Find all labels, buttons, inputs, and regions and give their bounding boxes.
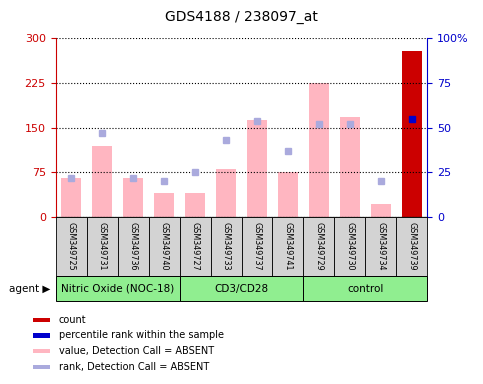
Bar: [247, 120, 267, 217]
Bar: [61, 178, 81, 217]
Bar: [334, 217, 366, 276]
Text: count: count: [59, 315, 86, 325]
Bar: [123, 178, 143, 217]
Text: GSM349736: GSM349736: [128, 222, 138, 271]
Bar: [397, 217, 427, 276]
Bar: [180, 276, 303, 301]
Text: agent ▶: agent ▶: [9, 284, 51, 294]
Text: GSM349725: GSM349725: [67, 222, 75, 271]
Text: percentile rank within the sample: percentile rank within the sample: [59, 330, 224, 340]
Bar: [303, 217, 334, 276]
Bar: [56, 276, 180, 301]
Text: GSM349733: GSM349733: [222, 222, 230, 271]
Bar: [33, 349, 50, 353]
Bar: [33, 318, 50, 322]
Bar: [56, 217, 86, 276]
Bar: [92, 146, 112, 217]
Text: GSM349730: GSM349730: [345, 222, 355, 271]
Text: GSM349727: GSM349727: [190, 222, 199, 271]
Bar: [33, 364, 50, 369]
Bar: [371, 204, 391, 217]
Text: GSM349734: GSM349734: [376, 222, 385, 271]
Bar: [402, 51, 422, 217]
Bar: [180, 217, 211, 276]
Bar: [33, 333, 50, 338]
Text: GSM349729: GSM349729: [314, 222, 324, 271]
Bar: [242, 217, 272, 276]
Bar: [303, 276, 427, 301]
Text: value, Detection Call = ABSENT: value, Detection Call = ABSENT: [59, 346, 214, 356]
Bar: [272, 217, 303, 276]
Text: control: control: [347, 284, 384, 294]
Text: GDS4188 / 238097_at: GDS4188 / 238097_at: [165, 10, 318, 23]
Bar: [86, 217, 117, 276]
Bar: [117, 217, 149, 276]
Text: GSM349737: GSM349737: [253, 222, 261, 271]
Text: GSM349739: GSM349739: [408, 222, 416, 271]
Bar: [340, 117, 360, 217]
Bar: [216, 169, 236, 217]
Text: GSM349741: GSM349741: [284, 222, 293, 271]
Text: rank, Detection Call = ABSENT: rank, Detection Call = ABSENT: [59, 362, 209, 372]
Text: Nitric Oxide (NOC-18): Nitric Oxide (NOC-18): [61, 284, 174, 294]
Text: GSM349731: GSM349731: [98, 222, 107, 271]
Bar: [211, 217, 242, 276]
Bar: [149, 217, 180, 276]
Text: GSM349740: GSM349740: [159, 222, 169, 271]
Bar: [366, 217, 397, 276]
Bar: [309, 83, 329, 217]
Bar: [154, 193, 174, 217]
Bar: [278, 172, 298, 217]
Bar: [185, 193, 205, 217]
Text: CD3/CD28: CD3/CD28: [214, 284, 269, 294]
